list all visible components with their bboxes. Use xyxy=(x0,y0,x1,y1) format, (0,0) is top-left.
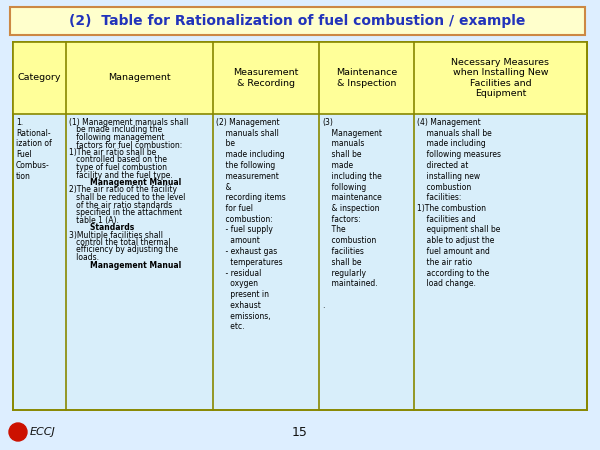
Text: Maintenance
& Inspection: Maintenance & Inspection xyxy=(335,68,397,88)
Text: table 1 (A).: table 1 (A). xyxy=(70,216,119,225)
Text: (2) Management
    manuals shall
    be
    made including
    the following
   : (2) Management manuals shall be made inc… xyxy=(216,118,286,331)
Text: efficiency by adjusting the: efficiency by adjusting the xyxy=(70,246,178,255)
Text: 15: 15 xyxy=(292,426,308,438)
Text: control the total thermal: control the total thermal xyxy=(70,238,171,247)
Text: Standards: Standards xyxy=(70,223,134,232)
Text: of the air ratio standards: of the air ratio standards xyxy=(70,201,173,210)
Text: Management Manual: Management Manual xyxy=(70,178,182,187)
Text: Necessary Measures
when Installing New
Facilities and
Equipment: Necessary Measures when Installing New F… xyxy=(451,58,550,98)
Bar xyxy=(213,42,319,114)
Text: 1)The air ratio shall be: 1)The air ratio shall be xyxy=(70,148,157,157)
Text: Management: Management xyxy=(108,73,171,82)
Text: controlled based on the: controlled based on the xyxy=(70,156,167,165)
Text: loads.: loads. xyxy=(70,253,100,262)
Circle shape xyxy=(9,423,27,441)
Text: facility and the fuel type.: facility and the fuel type. xyxy=(70,171,173,180)
Text: (2)  Table for Rationalization of fuel combustion / example: (2) Table for Rationalization of fuel co… xyxy=(70,14,526,28)
Text: ECCJ: ECCJ xyxy=(30,427,56,437)
Text: 3)Multiple facilities shall: 3)Multiple facilities shall xyxy=(70,230,163,239)
Text: following management: following management xyxy=(70,133,165,142)
Bar xyxy=(319,42,413,114)
Bar xyxy=(13,42,67,114)
Text: type of fuel combustion: type of fuel combustion xyxy=(70,163,167,172)
Bar xyxy=(67,42,213,114)
Bar xyxy=(10,7,585,35)
Text: (1) Management manuals shall: (1) Management manuals shall xyxy=(70,118,189,127)
Text: Management Manual: Management Manual xyxy=(70,261,182,270)
Text: factors for fuel combustion:: factors for fuel combustion: xyxy=(70,140,182,149)
Text: Category: Category xyxy=(18,73,61,82)
Text: specified in the attachment: specified in the attachment xyxy=(70,208,182,217)
Bar xyxy=(413,42,587,114)
Text: 1.
Rational-
ization of
Fuel
Combus-
tion: 1. Rational- ization of Fuel Combus- tio… xyxy=(16,118,52,181)
Text: Measurement
& Recording: Measurement & Recording xyxy=(233,68,299,88)
Text: be made including the: be made including the xyxy=(70,126,163,135)
Bar xyxy=(13,42,587,410)
Text: 2)The air ratio of the facility: 2)The air ratio of the facility xyxy=(70,185,178,194)
Text: shall be reduced to the level: shall be reduced to the level xyxy=(70,193,186,202)
Text: (4) Management
    manuals shall be
    made including
    following measures
  : (4) Management manuals shall be made inc… xyxy=(416,118,500,288)
Text: (3)
    Management
    manuals
    shall be
    made
    including the
    follo: (3) Management manuals shall be made inc… xyxy=(322,118,382,310)
